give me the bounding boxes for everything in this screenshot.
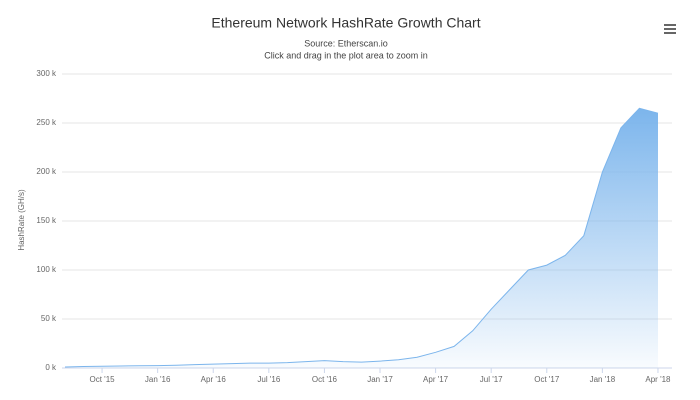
y-tick-label: 300 k bbox=[36, 69, 57, 78]
x-tick-label: Oct '17 bbox=[534, 375, 560, 384]
x-tick-label: Oct '15 bbox=[90, 375, 116, 384]
x-tick-label: Apr '18 bbox=[645, 375, 671, 384]
x-tick-label: Apr '17 bbox=[423, 375, 449, 384]
x-tick-label: Oct '16 bbox=[312, 375, 338, 384]
x-tick-label: Apr '16 bbox=[201, 375, 227, 384]
area-fill bbox=[65, 108, 658, 369]
y-tick-label: 0 k bbox=[45, 363, 57, 372]
y-tick-label: 150 k bbox=[36, 216, 57, 225]
x-tick-label: Jan '16 bbox=[145, 375, 171, 384]
area-line bbox=[64, 107, 659, 368]
x-tick-label: Jul '17 bbox=[480, 375, 503, 384]
y-tick-label: 50 k bbox=[41, 314, 57, 323]
x-tick-label: Jan '18 bbox=[590, 375, 616, 384]
y-tick-label: 250 k bbox=[36, 118, 57, 127]
y-tick-label: 100 k bbox=[36, 265, 57, 274]
zoom-hint: Click and drag in the plot area to zoom … bbox=[264, 50, 428, 60]
y-tick-label: 200 k bbox=[36, 167, 57, 176]
chart-subtitle: Source: Etherscan.io bbox=[304, 38, 388, 48]
x-tick-label: Jul '16 bbox=[257, 375, 280, 384]
menu-button[interactable] bbox=[664, 24, 676, 34]
chart-title: Ethereum Network HashRate Growth Chart bbox=[211, 15, 480, 31]
y-axis-label: HashRate (GH/s) bbox=[17, 189, 26, 251]
x-tick-label: Jan '17 bbox=[367, 375, 393, 384]
